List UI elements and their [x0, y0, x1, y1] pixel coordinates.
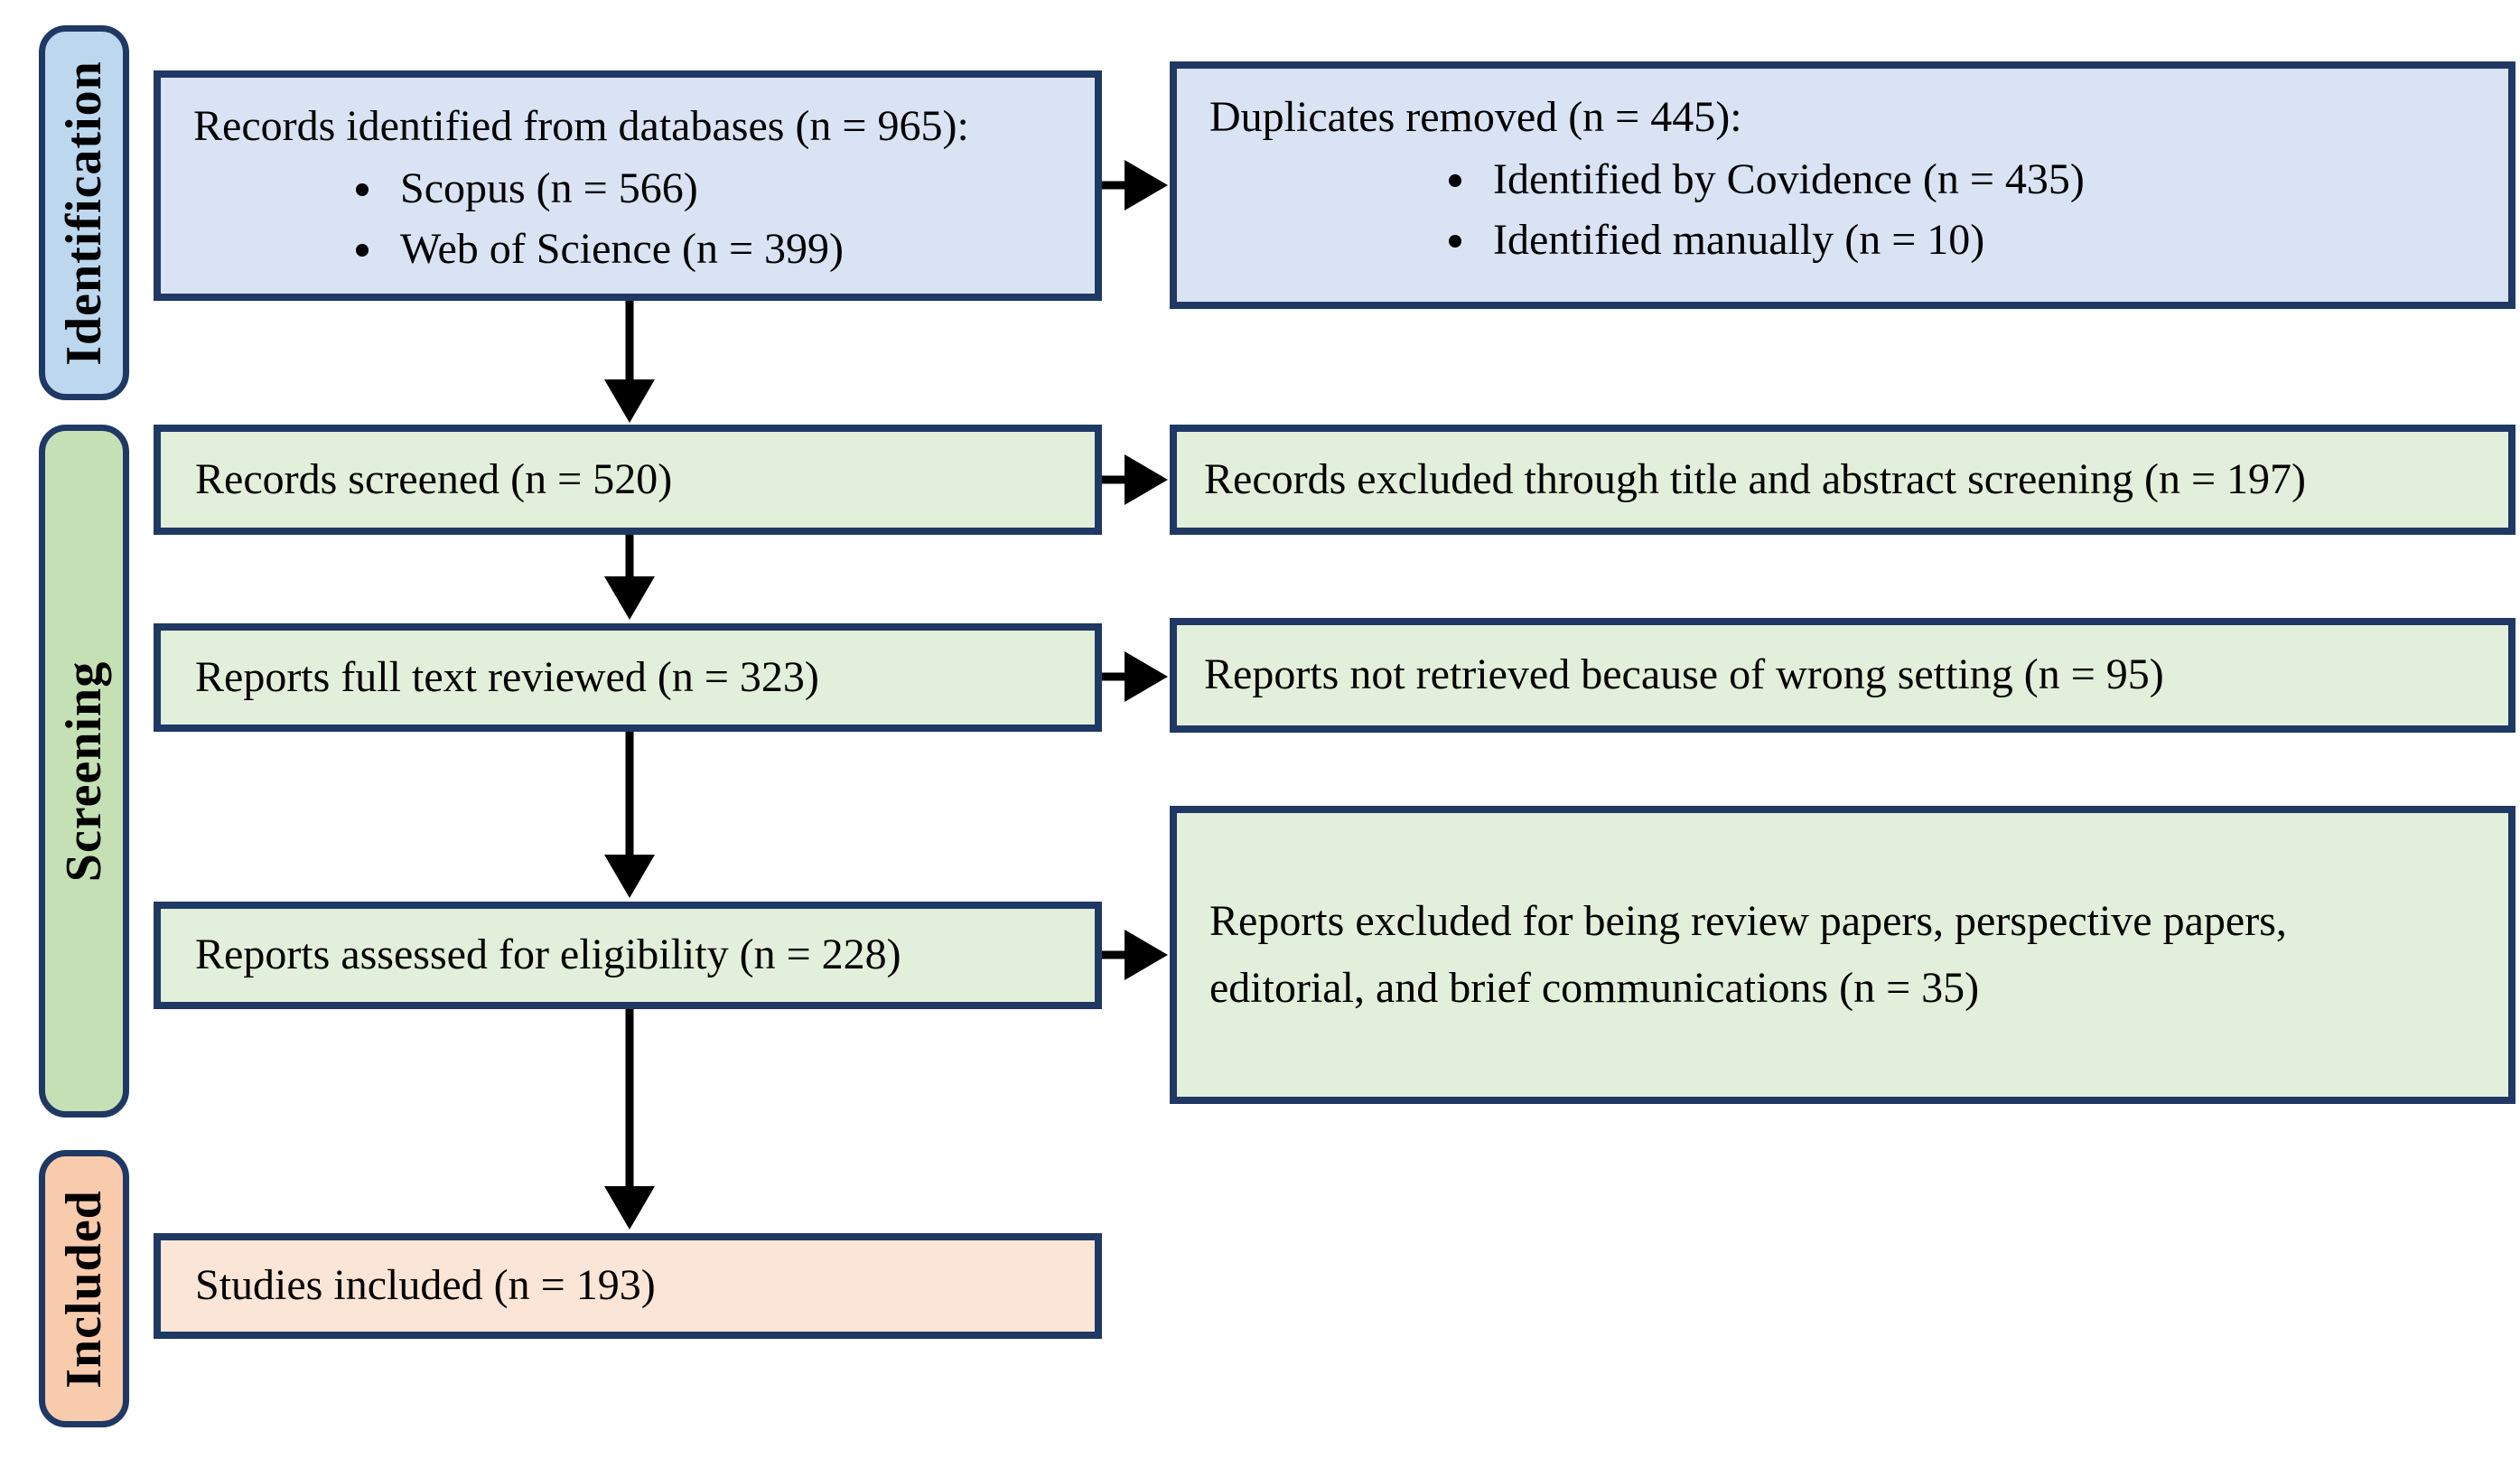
box-studies-included: Studies included (n = 193) — [154, 1233, 1102, 1339]
stage-screening: Screening — [39, 425, 129, 1118]
box-duplicates-removed: Duplicates removed (n = 445): Identified… — [1170, 61, 2515, 309]
box-records-screened: Records screened (n = 520) — [154, 425, 1102, 535]
arrow-down-icon — [604, 1009, 655, 1230]
arrow-down-icon — [604, 535, 655, 620]
records-screened-text: Records screened (n = 520) — [195, 454, 673, 503]
arrow-right-icon — [1102, 160, 1168, 210]
box-reports-not-retrieved: Reports not retrieved because of wrong s… — [1170, 618, 2515, 733]
duplicates-removed-title: Duplicates removed (n = 445): — [1209, 93, 1742, 141]
records-identified-bullet-list: Scopus (n = 566) Web of Science (n = 399… — [193, 160, 1059, 279]
bullet-manual: Identified manually (n = 10) — [1480, 211, 2472, 270]
arrow-down-icon — [604, 732, 655, 898]
stage-included: Included — [39, 1150, 129, 1427]
arrow-down-icon — [604, 301, 655, 423]
bullet-scopus: Scopus (n = 566) — [387, 160, 1059, 219]
records-excluded-text: Records excluded through title and abstr… — [1204, 454, 2307, 503]
box-records-identified: Records identified from databases (n = 9… — [154, 70, 1102, 301]
reports-assessed-text: Reports assessed for eligibility (n = 22… — [195, 931, 901, 979]
box-records-excluded: Records excluded through title and abstr… — [1170, 425, 2515, 535]
reports-excluded-text: Reports excluded for being review papers… — [1209, 896, 2287, 1012]
arrow-right-icon — [1102, 454, 1168, 505]
studies-included-text: Studies included (n = 193) — [195, 1261, 656, 1310]
reports-not-retrieved-text: Reports not retrieved because of wrong s… — [1204, 650, 2164, 699]
reports-full-text-text: Reports full text reviewed (n = 323) — [195, 652, 819, 701]
stage-screening-label: Screening — [56, 660, 112, 882]
bullet-covidence: Identified by Covidence (n = 435) — [1480, 151, 2472, 210]
arrow-right-icon — [1102, 930, 1168, 980]
box-reports-full-text: Reports full text reviewed (n = 323) — [154, 623, 1102, 732]
stage-included-label: Included — [56, 1189, 113, 1389]
records-identified-title: Records identified from databases (n = 9… — [193, 102, 969, 150]
arrow-right-icon — [1102, 651, 1168, 702]
duplicates-removed-bullet-list: Identified by Covidence (n = 435) Identi… — [1209, 151, 2472, 270]
stage-identification: Identification — [39, 25, 129, 400]
stage-identification-label: Identification — [56, 60, 112, 366]
box-reports-assessed: Reports assessed for eligibility (n = 22… — [154, 902, 1102, 1009]
box-reports-excluded: Reports excluded for being review papers… — [1170, 806, 2515, 1104]
bullet-web-of-science: Web of Science (n = 399) — [387, 220, 1059, 279]
